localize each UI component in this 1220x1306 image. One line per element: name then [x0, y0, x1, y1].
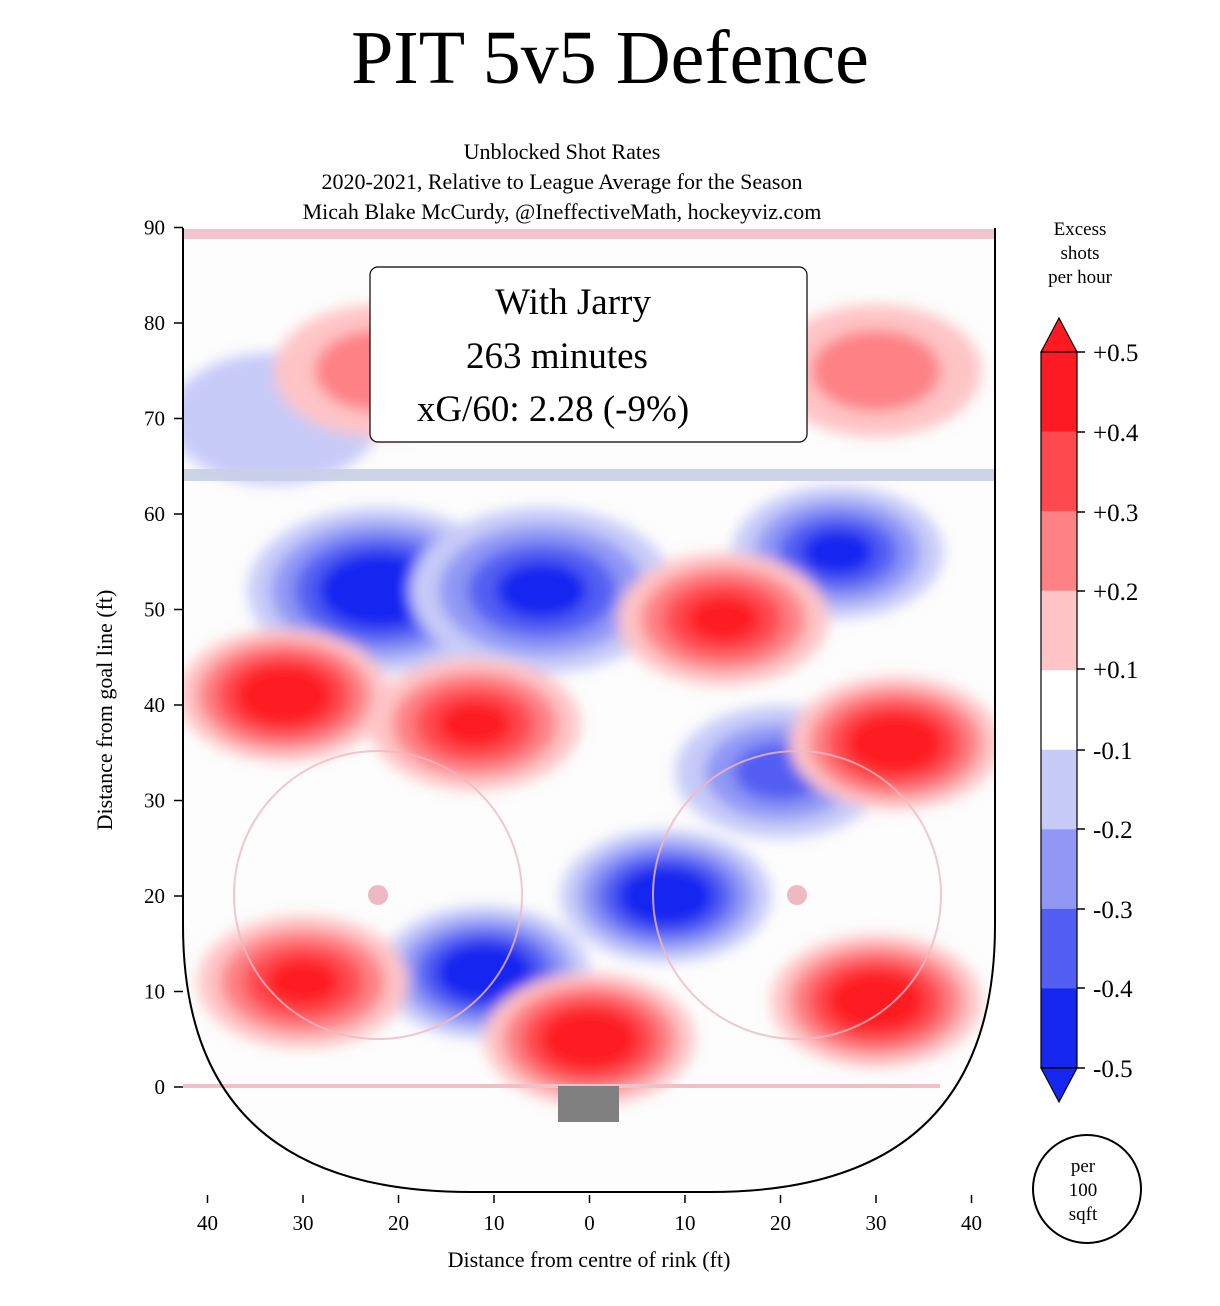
heat-spot-hot-14-level-1: [811, 329, 941, 412]
right-faceoff-circle: [652, 750, 942, 1040]
heat-spot-cold-2-level-4: [454, 953, 515, 992]
y-tick-label: 0: [155, 1075, 166, 1099]
colorbar-label: -0.2: [1093, 817, 1133, 844]
info-line-2: 263 minutes: [466, 336, 648, 377]
y-tick-label: 60: [144, 502, 165, 526]
colorbar-segment: [1041, 431, 1077, 512]
y-tick-label: 30: [144, 789, 165, 813]
colorbar-segment: [1041, 829, 1077, 910]
colorbar-segment: [1041, 988, 1077, 1069]
x-tick-label: 10: [484, 1211, 505, 1235]
colorbar-segment: [1041, 352, 1077, 433]
colorbar-segment: [1041, 590, 1077, 671]
y-tick-label: 50: [144, 598, 165, 622]
per-area-line-3: sqft: [1069, 1204, 1098, 1225]
heat-spot-cold-1-level-3: [495, 561, 588, 620]
colorbar-extend-bottom: [1040, 1067, 1078, 1104]
colorbar-segment: [1041, 670, 1077, 751]
x-tick-label: 30: [293, 1211, 314, 1235]
subtitle-line-3: Micah Blake McCurdy, @IneffectiveMath, h…: [302, 199, 822, 224]
x-tick-label: 40: [961, 1211, 982, 1235]
colorbar-label: +0.4: [1093, 420, 1139, 447]
colorbar-label: +0.2: [1093, 579, 1138, 606]
colorbar-label: -0.3: [1093, 897, 1133, 924]
x-tick-label: 0: [584, 1211, 595, 1235]
left-faceoff-circle: [233, 750, 523, 1040]
blue-line: [183, 469, 995, 481]
x-tick-label: 40: [197, 1211, 218, 1235]
chart-title: PIT 5v5 Defence: [351, 16, 869, 100]
subtitle-line-1: Unblocked Shot Rates: [463, 139, 661, 164]
heat-spot-hot-7-level-4: [253, 676, 314, 715]
colorbar-segment: [1041, 908, 1077, 989]
x-axis-label: Distance from centre of rink (ft): [448, 1247, 731, 1272]
colorbar-extend-top: [1040, 316, 1078, 353]
y-tick-label: 80: [144, 311, 165, 335]
per-area-legend: per 100 sqft: [1032, 1134, 1142, 1244]
heat-spot-hot-11-level-3: [266, 958, 340, 1006]
goal-net: [558, 1086, 619, 1122]
colorbar-title-3: per hour: [1048, 267, 1113, 288]
x-tick-label: 20: [770, 1211, 791, 1235]
x-axis: 40 30 20 10 0 10 20 30 40: [197, 1195, 982, 1235]
heat-spot-cold-5-level-3: [801, 529, 875, 576]
y-tick-label: 70: [144, 407, 165, 431]
info-line-1: With Jarry: [495, 282, 651, 323]
colorbar-label: +0.3: [1093, 500, 1138, 527]
colorbar-title-2: shots: [1060, 243, 1099, 264]
info-box: With Jarry 263 minutes xG/60: 2.28 (-9%): [369, 266, 808, 443]
colorbar-segment: [1041, 749, 1077, 830]
colorbar-label: -0.4: [1093, 976, 1133, 1003]
x-tick-label: 10: [675, 1211, 696, 1235]
colorbar-outline: [1040, 351, 1078, 1069]
subtitle-line-2: 2020-2021, Relative to League Average fo…: [321, 169, 803, 194]
colorbar-title-1: Excess: [1054, 219, 1107, 240]
colorbar-label: +0.5: [1093, 340, 1138, 367]
info-line-3: xG/60: 2.28 (-9%): [417, 389, 689, 430]
rink-boards: [182, 924, 996, 1193]
colorbar-label: -0.1: [1093, 738, 1133, 765]
rink-markings: [182, 228, 996, 1193]
heat-spot-cold-3-level-4: [635, 877, 696, 915]
heat-spot-hot-8-level-3: [438, 701, 512, 748]
end-boards-line: [183, 229, 995, 239]
right-faceoff-dot: [787, 885, 807, 905]
y-tick-label: 90: [144, 216, 165, 240]
y-tick-label: 10: [144, 980, 165, 1004]
colorbar-label: +0.1: [1093, 657, 1138, 684]
heat-spot-hot-12-level-4: [559, 1020, 620, 1059]
colorbar-label: -0.5: [1093, 1056, 1133, 1083]
heat-spot-hot-10-level-4: [845, 982, 907, 1020]
per-area-line-2: 100: [1069, 1180, 1098, 1201]
colorbar: Excess shots per hour +0.5 +0.4 +0.3 +0.2 +0…: [1040, 219, 1139, 1104]
y-axis-label: Distance from goal line (ft): [92, 590, 117, 831]
heat-spot-hot-13-level-3: [686, 595, 760, 643]
x-tick-label: 30: [866, 1211, 887, 1235]
y-axis: 0 10 20 30 40 50 60 70 80 90: [144, 216, 183, 1099]
y-tick-label: 40: [144, 693, 165, 717]
colorbar-segment: [1041, 511, 1077, 592]
heat-spot-cold-0-level-4: [341, 566, 418, 615]
heat-spot-hot-9-level-4: [865, 724, 926, 763]
left-faceoff-dot: [368, 885, 388, 905]
x-tick-label: 20: [388, 1211, 409, 1235]
y-tick-label: 20: [144, 884, 165, 908]
per-area-line-1: per: [1071, 1156, 1096, 1177]
